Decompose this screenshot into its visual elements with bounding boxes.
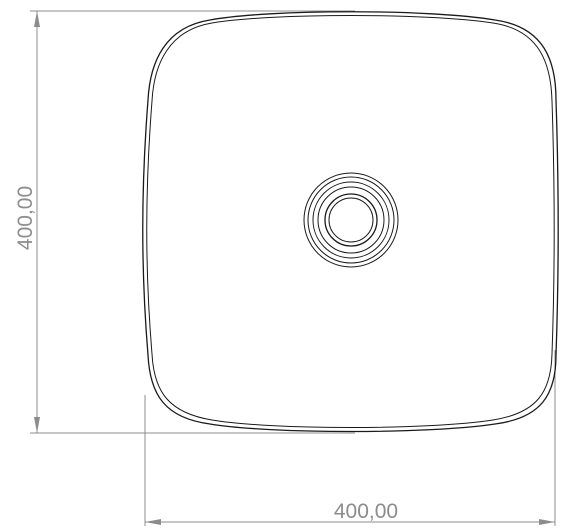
height-arrow-bottom — [34, 417, 40, 433]
width-dimension: 400,00 — [144, 350, 556, 526]
basin-outer-edge — [142, 11, 559, 433]
drain-ring-1 — [303, 172, 399, 268]
height-arrow-top — [34, 11, 40, 27]
width-arrow-left — [145, 519, 161, 525]
drain-ring-6 — [328, 197, 374, 243]
drain-ring-2 — [307, 176, 395, 264]
drain-ring-4 — [317, 186, 385, 254]
height-dimension-label: 400,00 — [14, 186, 37, 250]
height-dimension: 400,00 — [14, 10, 355, 434]
drain — [303, 172, 399, 268]
width-dimension-label: 400,00 — [334, 500, 398, 523]
width-arrow-right — [539, 519, 555, 525]
drain-ring-5 — [324, 193, 378, 247]
basin-outline — [142, 11, 559, 433]
drain-ring-3 — [312, 181, 390, 259]
basin-inner-edge — [146, 15, 555, 428]
